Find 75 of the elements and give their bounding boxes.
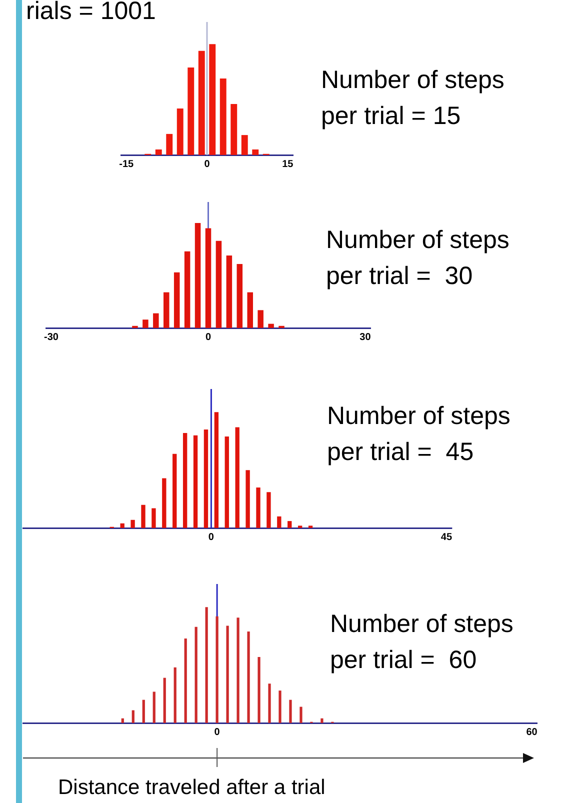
bar bbox=[152, 313, 158, 328]
x-tick-label: -30 bbox=[44, 332, 58, 343]
bar bbox=[152, 508, 156, 528]
bar bbox=[184, 251, 190, 328]
bar bbox=[220, 78, 226, 155]
bar bbox=[163, 678, 166, 723]
bar bbox=[142, 700, 145, 723]
bar bbox=[236, 427, 240, 528]
bar bbox=[289, 700, 292, 723]
bar bbox=[152, 692, 156, 723]
bar bbox=[266, 492, 272, 528]
bar bbox=[241, 135, 248, 155]
bar bbox=[236, 618, 240, 723]
bar bbox=[121, 718, 124, 723]
bar bbox=[163, 292, 169, 328]
bar bbox=[246, 470, 250, 528]
bar bbox=[155, 149, 162, 155]
bar bbox=[194, 626, 198, 723]
x-tick-label: 60 bbox=[526, 726, 538, 738]
bar bbox=[258, 656, 260, 723]
bar bbox=[173, 272, 180, 328]
bar bbox=[246, 292, 252, 328]
bar bbox=[214, 412, 219, 528]
bar bbox=[230, 104, 238, 155]
annotation: Number of steps per trial = 45 bbox=[327, 401, 512, 468]
bar bbox=[188, 67, 194, 155]
bar bbox=[176, 108, 184, 155]
bar bbox=[172, 454, 178, 528]
bar bbox=[252, 149, 259, 155]
bar bbox=[278, 690, 282, 723]
x-tick-label: -15 bbox=[119, 158, 134, 170]
x-tick-label: 0 bbox=[204, 158, 210, 170]
bar bbox=[256, 487, 261, 528]
bar bbox=[204, 228, 211, 328]
bar bbox=[198, 50, 205, 155]
bar bbox=[142, 320, 148, 328]
bar bbox=[209, 44, 216, 155]
bar bbox=[132, 710, 134, 723]
bar bbox=[162, 478, 167, 528]
x-tick-label: 0 bbox=[204, 332, 211, 343]
bar bbox=[194, 435, 198, 528]
chart-title: rials = 1001 bbox=[26, 0, 156, 26]
bar bbox=[216, 616, 218, 723]
bar bbox=[225, 436, 230, 528]
bar bbox=[194, 223, 200, 328]
bar bbox=[257, 310, 263, 328]
bar bbox=[141, 504, 146, 528]
bar bbox=[204, 430, 208, 528]
bar bbox=[300, 706, 302, 723]
bar bbox=[120, 523, 125, 528]
bar bbox=[205, 607, 208, 723]
bar bbox=[131, 520, 136, 528]
x-tick-label: 0 bbox=[214, 726, 220, 738]
bar bbox=[268, 324, 274, 328]
bar bbox=[184, 638, 187, 723]
bar bbox=[215, 240, 222, 328]
bar bbox=[288, 521, 292, 528]
text: Number of steps per trial = 15 bbox=[321, 65, 506, 132]
bar bbox=[268, 684, 271, 723]
bar bbox=[320, 718, 324, 723]
x-axis-title: Distance traveled after a trial bbox=[58, 776, 326, 800]
bar bbox=[236, 264, 242, 328]
annotation: Number of steps per trial = 60 bbox=[330, 609, 514, 676]
x-tick-label: 15 bbox=[282, 158, 294, 170]
annotation: Number of steps per trial = 30 bbox=[326, 225, 510, 292]
bar bbox=[247, 631, 250, 723]
bar bbox=[277, 516, 282, 528]
bar bbox=[174, 667, 176, 723]
x-tick-label: 0 bbox=[208, 532, 215, 543]
bar bbox=[183, 433, 188, 528]
x-tick-label: 30 bbox=[359, 332, 371, 343]
x-tick-label: 45 bbox=[441, 532, 453, 543]
bar bbox=[166, 134, 173, 155]
bar bbox=[226, 626, 229, 723]
bar bbox=[226, 256, 232, 328]
